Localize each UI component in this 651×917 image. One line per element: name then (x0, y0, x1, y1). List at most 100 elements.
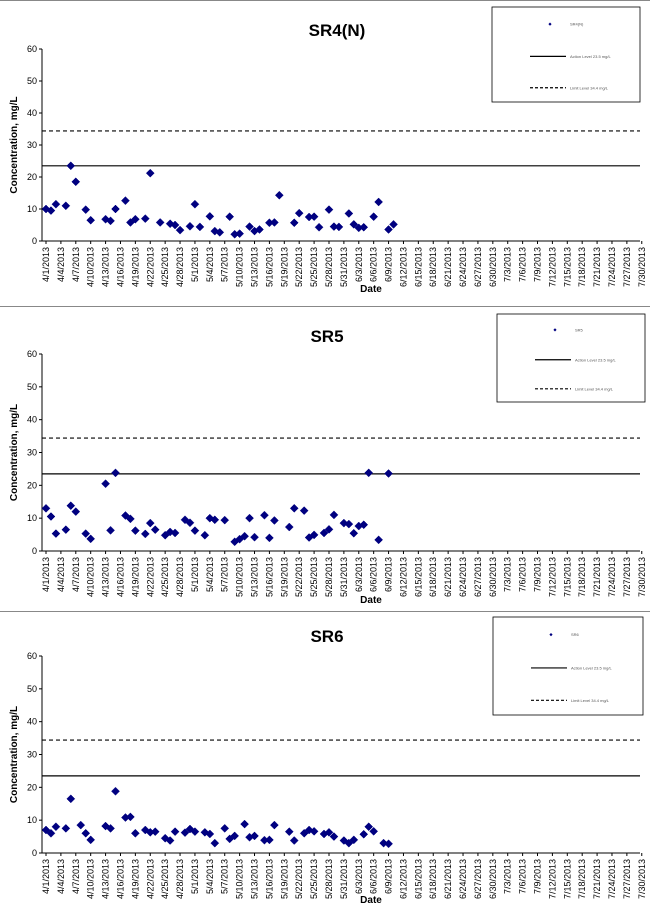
x-tick-label: 4/28/2013 (175, 859, 185, 899)
data-point (329, 510, 339, 520)
data-point (131, 214, 140, 224)
data-point (265, 835, 274, 845)
data-point (121, 196, 130, 206)
data-point (61, 201, 71, 211)
y-tick-label: 20 (27, 480, 37, 490)
x-tick-label: 4/25/2013 (160, 247, 170, 287)
x-tick-label: 5/4/2013 (205, 557, 215, 592)
x-tick-label: 5/7/2013 (220, 557, 230, 592)
x-tick-label: 7/18/2013 (577, 557, 587, 597)
x-tick-label: 4/7/2013 (71, 859, 81, 894)
x-tick-label: 7/3/2013 (503, 247, 513, 282)
data-point (349, 220, 359, 229)
x-tick-label: 5/16/2013 (264, 859, 274, 899)
data-point (364, 468, 374, 478)
x-tick-label: 7/15/2013 (562, 859, 572, 899)
chart-title: SR6 (310, 627, 343, 646)
x-tick-label: 4/1/2013 (41, 247, 51, 282)
x-tick-label: 4/13/2013 (101, 859, 111, 899)
data-point (245, 513, 254, 523)
x-tick-label: 4/28/2013 (175, 247, 185, 287)
x-tick-label: 6/12/2013 (398, 859, 408, 899)
data-point (51, 199, 61, 209)
x-tick-label: 5/1/2013 (190, 247, 200, 282)
x-tick-label: 4/10/2013 (86, 247, 96, 287)
x-tick-label: 7/12/2013 (547, 859, 557, 899)
data-point (61, 824, 71, 833)
x-tick-label: 5/22/2013 (294, 247, 304, 287)
data-point (270, 218, 279, 227)
data-point (344, 519, 354, 529)
x-tick-label: 5/19/2013 (279, 859, 289, 899)
y-axis-label: Concentration, mg/L (9, 96, 20, 193)
data-point (334, 222, 344, 232)
x-tick-label: 5/19/2013 (279, 557, 289, 597)
x-tick-label: 6/24/2013 (458, 859, 468, 899)
x-tick-label: 6/6/2013 (369, 859, 379, 894)
data-point (180, 828, 190, 837)
legend-entry: Action Level 23.5 mg/L (575, 357, 616, 362)
x-tick-label: 4/10/2013 (86, 859, 96, 899)
x-tick-label: 6/9/2013 (384, 859, 394, 894)
data-point (359, 520, 369, 530)
x-tick-label: 7/27/2013 (622, 247, 632, 287)
x-tick-label: 5/7/2013 (220, 247, 230, 282)
x-tick-label: 4/22/2013 (145, 859, 155, 899)
y-tick-label: 30 (27, 750, 37, 760)
chart-sr6: SR6 0 10 20 30 40 50 60 4/1/2013 4/4/2013 4/7/2013… (9, 616, 647, 906)
y-tick-label: 30 (27, 140, 37, 150)
data-point (245, 222, 254, 231)
data-point (185, 518, 195, 528)
x-tick-label: 6/18/2013 (428, 247, 438, 287)
data-point (71, 177, 81, 187)
x-tick-label: 5/25/2013 (309, 859, 319, 899)
x-tick-label: 6/3/2013 (354, 247, 364, 282)
x-tick-label: 6/24/2013 (458, 247, 468, 287)
data-point (235, 229, 244, 238)
x-tick-label: 5/16/2013 (264, 557, 274, 597)
data-point (86, 215, 96, 225)
data-point (175, 225, 185, 235)
y-tick-label: 40 (27, 717, 37, 727)
data-point (66, 501, 76, 511)
x-axis-label: Date (360, 284, 382, 295)
y-tick-label: 50 (27, 76, 37, 86)
y-tick-label: 10 (27, 815, 37, 825)
x-tick-label: 4/4/2013 (56, 557, 66, 592)
x-tick-label: 6/6/2013 (369, 557, 379, 592)
data-point (126, 514, 135, 524)
x-tick-label: 5/10/2013 (235, 859, 245, 899)
x-tick-label: 7/18/2013 (577, 859, 587, 899)
legend-entry: SR5 (575, 327, 584, 332)
x-tick-label: 4/1/2013 (41, 859, 51, 894)
data-point (121, 511, 130, 520)
x-tick-label: 6/12/2013 (398, 557, 408, 597)
x-tick-label: 4/7/2013 (71, 247, 81, 282)
y-tick-label: 40 (27, 108, 37, 118)
data-point (299, 506, 309, 515)
legend-entry: Limit Level 34.4 mg/L (570, 85, 609, 90)
chart-sr4n: SR4(N) 0 10 20 30 40 50 60 4/1/2013 4/4/2013 4/7/2… (9, 6, 647, 295)
x-tick-label: 7/9/2013 (533, 557, 543, 592)
data-point (270, 516, 279, 525)
chart-panel-sr6: SR6 0 10 20 30 40 50 60 4/1/2013 4/4/2013 4/7/2013… (0, 611, 650, 917)
data-point (274, 190, 284, 200)
legend-entry: Limit Level 34.4 mg/L (571, 698, 610, 703)
data-point (250, 831, 259, 841)
data-point (145, 168, 155, 178)
x-tick-label: 6/3/2013 (354, 557, 364, 592)
x-tick-label: 7/21/2013 (592, 247, 602, 287)
x-tick-label: 7/27/2013 (622, 557, 632, 597)
legend-marker (548, 22, 552, 26)
x-tick-label: 4/13/2013 (101, 557, 111, 597)
x-tick-label: 6/9/2013 (384, 557, 394, 592)
x-tick-label: 5/10/2013 (235, 557, 245, 597)
x-tick-label: 6/15/2013 (413, 247, 423, 287)
data-point (46, 206, 56, 215)
data-point (294, 208, 304, 218)
data-point (106, 824, 115, 833)
y-tick-label: 10 (27, 513, 37, 523)
data-point (309, 530, 319, 540)
y-tick-label: 20 (27, 172, 37, 182)
data-point (46, 828, 56, 838)
